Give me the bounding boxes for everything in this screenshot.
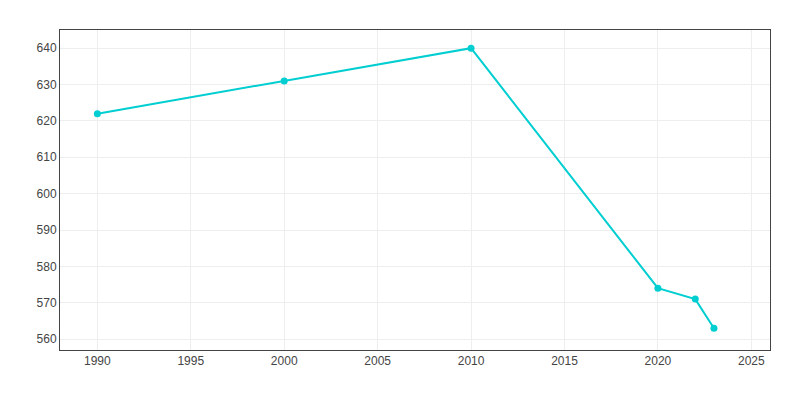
svg-text:2020: 2020	[645, 354, 672, 368]
svg-text:2005: 2005	[364, 354, 391, 368]
svg-text:580: 580	[37, 260, 57, 274]
svg-text:2000: 2000	[271, 354, 298, 368]
svg-text:570: 570	[37, 296, 57, 310]
svg-text:2015: 2015	[551, 354, 578, 368]
svg-text:2025: 2025	[738, 354, 765, 368]
svg-text:640: 640	[37, 41, 57, 55]
svg-text:600: 600	[37, 187, 57, 201]
svg-text:590: 590	[37, 223, 57, 237]
svg-text:1995: 1995	[177, 354, 204, 368]
svg-text:620: 620	[37, 114, 57, 128]
svg-text:1990: 1990	[84, 354, 111, 368]
svg-text:610: 610	[37, 150, 57, 164]
svg-text:630: 630	[37, 78, 57, 92]
svg-text:2010: 2010	[458, 354, 485, 368]
svg-text:560: 560	[37, 332, 57, 346]
